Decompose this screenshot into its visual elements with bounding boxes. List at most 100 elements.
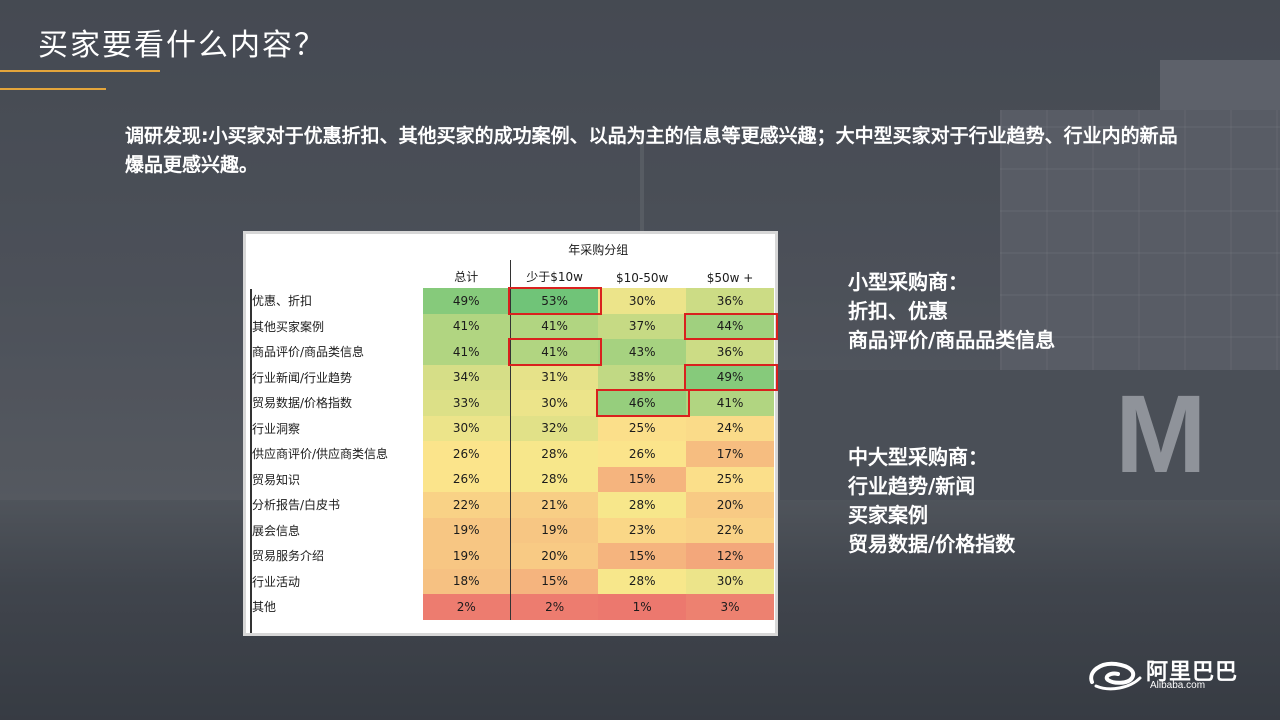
row-label: 贸易知识	[252, 472, 301, 487]
table-cell: 28%	[510, 441, 599, 467]
table-row: 行业活动 18% 15% 28% 30%	[250, 568, 774, 594]
table-cell: 20%	[510, 543, 599, 569]
table-cell: 19%	[422, 517, 511, 543]
title-underline-short	[0, 88, 106, 90]
row-label: 其他买家案例	[252, 319, 325, 334]
highlight-box	[684, 312, 778, 340]
column-header-row: 总计 少于$10w $10-50w $50w +	[250, 260, 774, 288]
table-cell: 22%	[422, 492, 511, 518]
table-cell: 41%	[422, 339, 511, 365]
highlight-box	[596, 389, 691, 417]
row-label: 其他	[252, 600, 277, 615]
table-cell: 20%	[686, 492, 774, 518]
table-cell: 1%	[598, 594, 687, 620]
table-cell: 3%	[686, 594, 774, 620]
table-row: 贸易知识 26% 28% 15% 25%	[250, 466, 774, 492]
table-cell: 49%	[422, 288, 511, 314]
small-buyers-item: 折扣、优惠	[848, 299, 948, 323]
table-cell: 38%	[598, 364, 687, 390]
row-label: 行业新闻/行业趋势	[252, 370, 353, 385]
column-header: 总计	[422, 260, 511, 288]
table-cell: 26%	[422, 441, 511, 467]
table-cell: 12%	[686, 543, 774, 569]
table-cell: 30%	[510, 390, 599, 416]
row-label: 展会信息	[252, 523, 301, 538]
table-cell: 2%	[422, 594, 511, 620]
large-buyers-item: 行业趋势/新闻	[848, 474, 976, 498]
table-row: 行业洞察 30% 32% 25% 24%	[250, 415, 774, 441]
table-cell: 37%	[598, 313, 687, 339]
table-row: 其他买家案例 41% 41% 37% 44%	[250, 313, 774, 339]
survey-table-image: 年采购分组 总计 少于$10w $10-50w $50w + 优惠、折扣 49% 53% 30%…	[243, 231, 778, 636]
group-header: 年采购分组	[568, 242, 629, 257]
table-cell: 19%	[510, 517, 599, 543]
alibaba-smile-icon	[1089, 661, 1142, 691]
table-cell: 36%	[686, 288, 774, 314]
column-header: $10-50w	[616, 271, 669, 285]
table-cell: 15%	[510, 568, 599, 594]
table-cell: 25%	[686, 466, 774, 492]
table-cell: 25%	[598, 415, 687, 441]
large-buyers-title: 中大型采购商：	[848, 445, 988, 469]
table-cell: 44%	[686, 313, 774, 339]
highlight-box	[684, 363, 778, 391]
table-row: 其他 2% 2% 1% 3%	[250, 594, 774, 620]
table-cell: 15%	[598, 466, 687, 492]
column-header: $50w +	[706, 271, 754, 285]
table-cell: 32%	[510, 415, 599, 441]
title-underline	[0, 70, 160, 72]
table-cell: 28%	[598, 568, 687, 594]
table-row: 优惠、折扣 49% 53% 30% 36%	[250, 288, 774, 314]
table-row: 分析报告/白皮书 22% 21% 28% 20%	[250, 492, 774, 518]
slide-title: 买家要看什么内容？	[38, 28, 326, 63]
table-cell: 19%	[422, 543, 511, 569]
table-cell: 53%	[510, 288, 599, 314]
row-label: 供应商评价/供应商类信息	[252, 447, 389, 462]
table-cell: 49%	[686, 364, 774, 390]
logo-chinese-name: 阿里巴巴	[1146, 660, 1239, 685]
table-cell: 21%	[510, 492, 599, 518]
row-label: 行业洞察	[252, 421, 301, 436]
survey-table: 年采购分组 总计 少于$10w $10-50w $50w + 优惠、折扣 49% 53% 30%…	[250, 238, 774, 620]
highlight-box	[508, 287, 603, 315]
alibaba-logo: 阿里巴巴 Alibaba.com	[1086, 654, 1246, 696]
table-cell: 22%	[686, 517, 774, 543]
large-buyers-item: 买家案例	[848, 503, 928, 527]
small-buyers-title: 小型采购商：	[848, 270, 968, 294]
table-cell: 43%	[598, 339, 687, 365]
table-cell: 18%	[422, 568, 511, 594]
large-buyers-item: 贸易数据/价格指数	[848, 532, 1016, 556]
table-cell: 28%	[598, 492, 687, 518]
table-row: 展会信息 19% 19% 23% 22%	[250, 517, 774, 543]
large-buyers-summary: 中大型采购商： 行业趋势/新闻 买家案例 贸易数据/价格指数	[848, 443, 1015, 559]
table-cell: 41%	[686, 390, 774, 416]
group-header-row: 年采购分组	[250, 238, 774, 260]
table-cell: 46%	[598, 390, 687, 416]
table-cell: 33%	[422, 390, 511, 416]
row-label: 贸易服务介绍	[252, 549, 325, 564]
table-row: 贸易数据/价格指数 33% 30% 46% 41%	[250, 390, 774, 416]
table-cell: 41%	[510, 339, 599, 365]
table-cell: 23%	[598, 517, 687, 543]
table-cell: 26%	[598, 441, 687, 467]
table-cell: 30%	[422, 415, 511, 441]
table-cell: 30%	[598, 288, 687, 314]
table-cell: 30%	[686, 568, 774, 594]
table-cell: 24%	[686, 415, 774, 441]
table-cell: 15%	[598, 543, 687, 569]
table-cell: 41%	[422, 313, 511, 339]
small-buyers-summary: 小型采购商： 折扣、优惠 商品评价/商品品类信息	[848, 268, 1055, 355]
table-row: 行业新闻/行业趋势 34% 31% 38% 49%	[250, 364, 774, 390]
table-row: 供应商评价/供应商类信息 26% 28% 26% 17%	[250, 441, 774, 467]
row-label: 优惠、折扣	[252, 294, 313, 309]
small-buyers-item: 商品评价/商品品类信息	[848, 328, 1056, 352]
row-label: 商品评价/商品类信息	[252, 345, 365, 360]
logo-domain: Alibaba.com	[1150, 680, 1206, 691]
table-cell: 34%	[422, 364, 511, 390]
row-label: 行业活动	[252, 574, 301, 589]
table-cell: 41%	[510, 313, 599, 339]
highlight-box	[508, 338, 603, 366]
table-cell: 17%	[686, 441, 774, 467]
table-cell: 2%	[510, 594, 599, 620]
row-label: 贸易数据/价格指数	[252, 396, 353, 411]
